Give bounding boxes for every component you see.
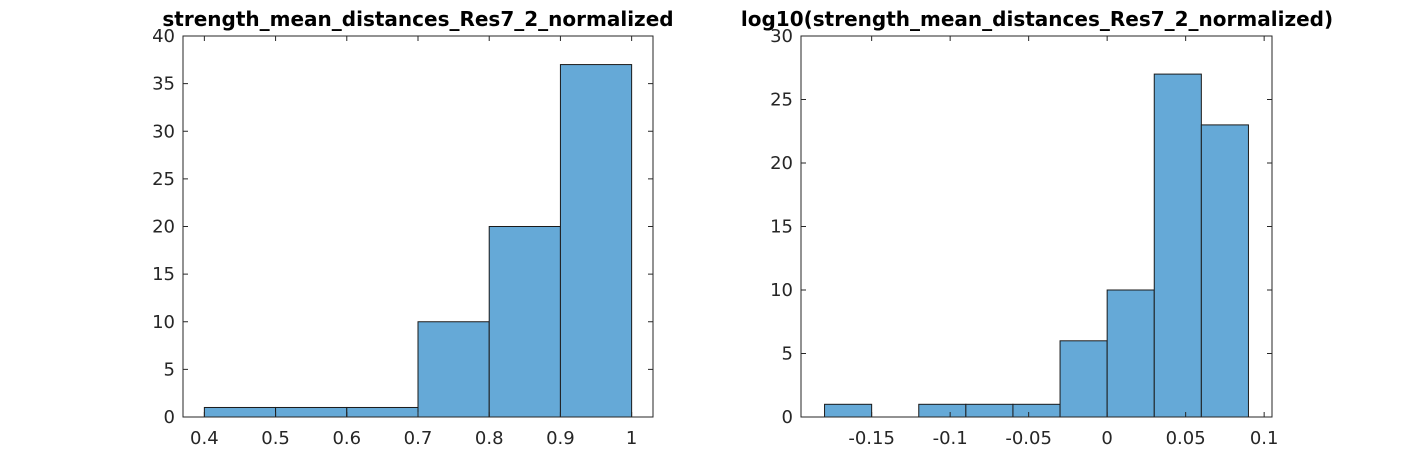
right-y-tick-label: 15: [770, 217, 793, 238]
right-histogram-bar: [1059, 340, 1108, 418]
left-histogram-bar: [275, 406, 348, 418]
left-y-tick-label: 5: [164, 359, 175, 380]
left-y-tick-label: 35: [152, 74, 175, 95]
left-x-tick-label: 0.5: [261, 428, 290, 449]
right-y-tick-label: 5: [782, 344, 793, 365]
left-histogram-bar: [488, 226, 561, 418]
left-histogram-bar: [417, 321, 490, 418]
left-y-tick-label: 25: [152, 169, 175, 190]
right-y-tick-label: 20: [770, 153, 793, 174]
left-chart-title: strength_mean_distances_Res7_2_normalize…: [162, 7, 673, 31]
right-histogram-bar: [1153, 73, 1202, 418]
right-histogram-bar: [965, 403, 1014, 418]
right-x-tick-label: 0.05: [1166, 428, 1206, 449]
left-histogram-bar: [346, 406, 419, 418]
right-histogram-bar: [918, 403, 967, 418]
left-x-tick-label: 1: [626, 428, 637, 449]
left-x-tick-label: 0.9: [546, 428, 575, 449]
right-histogram-bar: [1106, 289, 1155, 418]
right-x-tick-label: -0.05: [1005, 428, 1052, 449]
right-y-tick-label: 0: [782, 407, 793, 428]
right-histogram-bar: [1012, 403, 1061, 418]
left-x-tick-label: 0.6: [332, 428, 361, 449]
right-x-tick-label: -0.1: [933, 428, 968, 449]
right-histogram-bar: [1200, 124, 1249, 418]
left-x-tick-label: 0.7: [404, 428, 433, 449]
right-y-tick-label: 25: [770, 90, 793, 111]
right-histogram-axes: log10(strength_mean_distances_Res7_2_nor…: [741, 7, 1333, 449]
right-x-tick-label: 0.1: [1250, 428, 1279, 449]
left-histogram-bar: [203, 406, 277, 418]
right-y-tick-label: 10: [770, 280, 793, 301]
right-x-tick-label: 0: [1101, 428, 1112, 449]
left-y-tick-label: 0: [164, 407, 175, 428]
left-y-tick-label: 10: [152, 312, 175, 333]
left-x-tick-label: 0.4: [190, 428, 219, 449]
left-histogram-axes: strength_mean_distances_Res7_2_normalize…: [152, 7, 674, 449]
right-chart-title: log10(strength_mean_distances_Res7_2_nor…: [741, 7, 1333, 31]
right-histogram-bar: [824, 403, 873, 418]
left-y-tick-label: 20: [152, 217, 175, 238]
right-x-tick-label: -0.15: [848, 428, 895, 449]
right-y-tick-label: 30: [770, 26, 793, 47]
left-y-tick-label: 40: [152, 26, 175, 47]
left-histogram-bar: [559, 64, 633, 418]
left-y-tick-label: 30: [152, 121, 175, 142]
left-y-tick-label: 15: [152, 264, 175, 285]
left-x-tick-label: 0.8: [475, 428, 504, 449]
